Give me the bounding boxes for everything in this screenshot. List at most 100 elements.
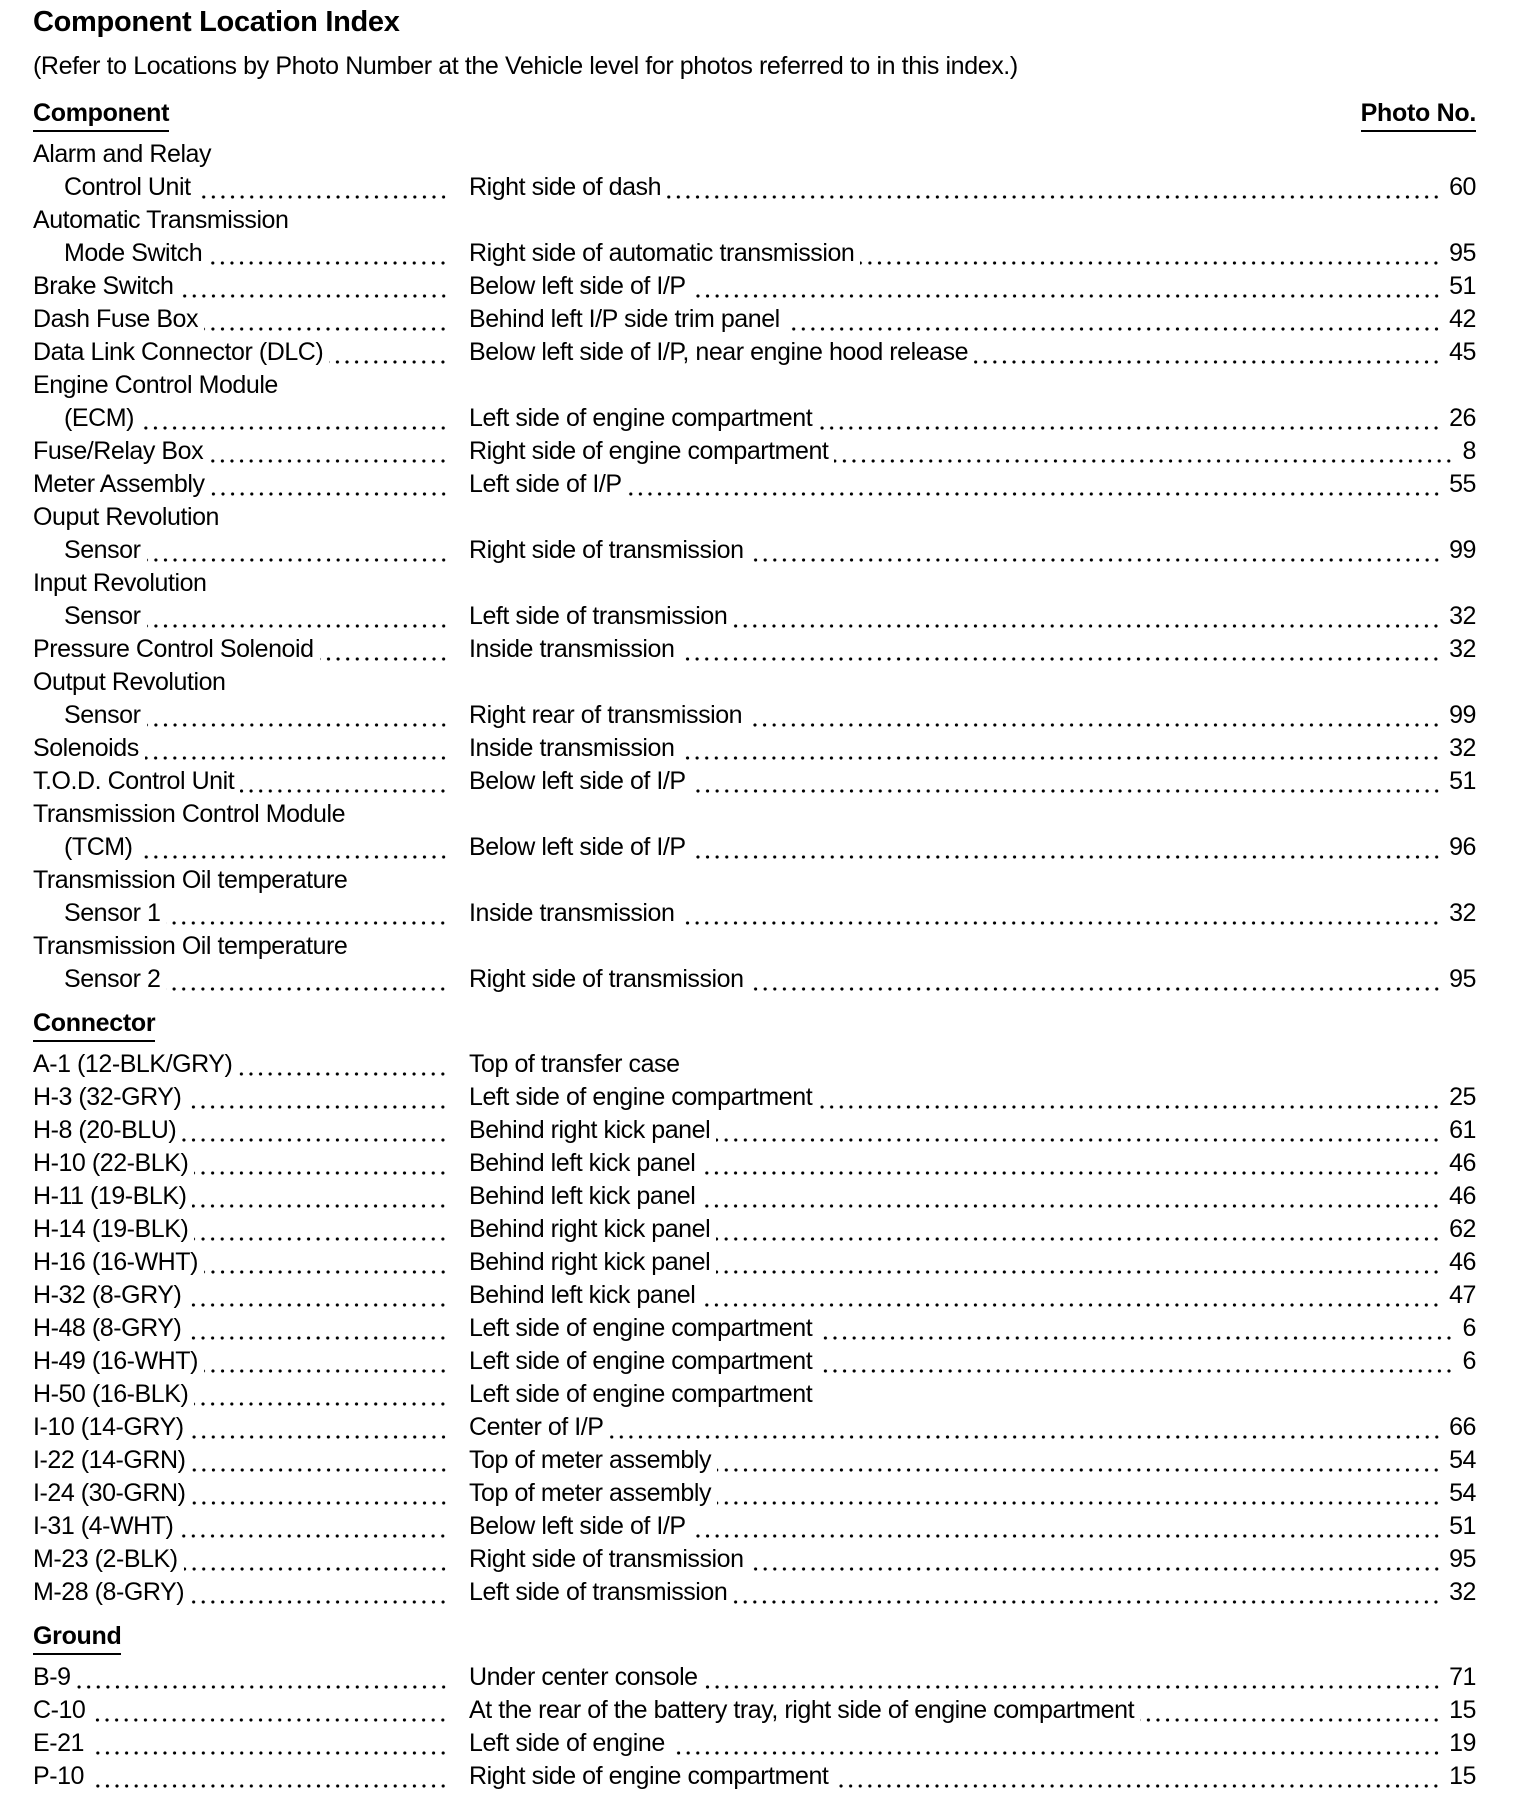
component-name: Pressure Control Solenoid <box>33 635 314 663</box>
location-text: Right side of transmission <box>469 536 744 564</box>
table-row: H-16 (16-WHT) Behind right kick panel 46 <box>33 1246 1476 1279</box>
dot-leader <box>190 1576 448 1609</box>
location-column: Below left side of I/P 51 <box>469 270 1476 303</box>
name-column: Dash Fuse Box <box>33 303 448 336</box>
component-name: E-21 <box>33 1729 85 1757</box>
location-text: Top of meter assembly <box>469 1479 712 1507</box>
photo-number: 46 <box>1449 1248 1476 1276</box>
name-column: Sensor 2 <box>33 963 448 996</box>
component-name: M-28 (8-GRY) <box>33 1578 185 1606</box>
name-column: I-31 (4-WHT) <box>33 1510 448 1543</box>
name-column: P-10 <box>33 1760 448 1793</box>
table-row: Sensor Right side of transmission 99 <box>33 534 1476 567</box>
photo-number: 46 <box>1449 1182 1476 1210</box>
dot-leader <box>749 1543 1442 1576</box>
component-name: Transmission Oil temperature <box>33 866 348 894</box>
component-name: H-49 (16-WHT) <box>33 1347 198 1375</box>
component-name: H-16 (16-WHT) <box>33 1248 198 1276</box>
photo-number: 26 <box>1449 404 1476 432</box>
name-column: Data Link Connector (DLC) <box>33 336 448 369</box>
location-column: Left side of transmission 32 <box>469 1576 1476 1609</box>
location-text: Left side of engine compartment <box>469 1314 813 1342</box>
name-column: H-32 (8-GRY) <box>33 1279 448 1312</box>
photo-number: 66 <box>1449 1413 1476 1441</box>
dot-leader <box>716 1213 1442 1246</box>
component-name: (ECM) <box>64 404 134 432</box>
name-column: Mode Switch <box>33 237 448 270</box>
name-column: Sensor 1 <box>33 897 448 930</box>
dot-leader <box>701 1180 1442 1213</box>
dot-leader <box>834 435 1454 468</box>
name-column: H-8 (20-BLU) <box>33 1114 448 1147</box>
dot-leader <box>196 171 448 204</box>
dot-leader <box>138 831 448 864</box>
dot-leader <box>785 303 1442 336</box>
photo-no-heading: Photo No. <box>1360 98 1476 132</box>
table-row: Sensor Right rear of transmission 99 <box>33 699 1476 732</box>
component-name: Engine Control Module <box>33 371 278 399</box>
dot-leader <box>139 402 448 435</box>
dot-leader <box>146 534 448 567</box>
dot-leader <box>91 1694 448 1727</box>
location-text: Behind left kick panel <box>469 1281 696 1309</box>
location-column: Below left side of I/P 51 <box>469 1510 1476 1543</box>
location-column: Behind left kick panel 46 <box>469 1147 1476 1180</box>
table-row: H-10 (22-BLK) Behind left kick panel 46 <box>33 1147 1476 1180</box>
component-name: Meter Assembly <box>33 470 205 498</box>
dot-leader <box>860 237 1442 270</box>
location-column: Top of meter assembly 54 <box>469 1477 1476 1510</box>
table-row: I-22 (14-GRN) Top of meter assembly 54 <box>33 1444 1476 1477</box>
location-column: Right side of engine compartment 15 <box>469 1760 1476 1793</box>
name-column: Sensor <box>33 600 448 633</box>
table-row: A-1 (12-BLK/GRY) Top of transfer case <box>33 1048 1476 1081</box>
location-column: Right side of engine compartment 8 <box>469 435 1476 468</box>
location-column: Under center console 71 <box>469 1661 1476 1694</box>
table-row: Control Unit Right side of dash 60 <box>33 171 1476 204</box>
name-column: M-23 (2-BLK) <box>33 1543 448 1576</box>
component-name: Sensor 2 <box>64 965 161 993</box>
table-row: E-21 Left side of engine 19 <box>33 1727 1476 1760</box>
location-text: Inside transmission <box>469 635 675 663</box>
table-row: H-14 (19-BLK) Behind right kick panel 62 <box>33 1213 1476 1246</box>
photo-number: 95 <box>1449 239 1476 267</box>
table-row: Sensor 2 Right side of transmission 95 <box>33 963 1476 996</box>
name-column: C-10 <box>33 1694 448 1727</box>
table-row: Dash Fuse Box Behind left I/P side trim p… <box>33 303 1476 336</box>
component-name: Sensor 1 <box>64 899 161 927</box>
page-subtitle: (Refer to Locations by Photo Number at t… <box>33 52 1018 80</box>
table-row: I-10 (14-GRY) Center of I/P 66 <box>33 1411 1476 1444</box>
photo-number: 51 <box>1449 1512 1476 1540</box>
dot-leader <box>238 1048 448 1081</box>
table-row: T.O.D. Control Unit Below left side of I/… <box>33 765 1476 798</box>
table-row: Meter Assembly Left side of I/P 55 <box>33 468 1476 501</box>
location-text: At the rear of the battery tray, right s… <box>469 1696 1135 1724</box>
dot-leader <box>240 765 448 798</box>
name-column: H-49 (16-WHT) <box>33 1345 448 1378</box>
location-text: Top of meter assembly <box>469 1446 712 1474</box>
location-column: Right side of transmission 95 <box>469 1543 1476 1576</box>
dot-leader <box>194 1378 448 1411</box>
table-row: H-50 (16-BLK) Left side of engine compart… <box>33 1378 1476 1411</box>
component-name: P-10 <box>33 1762 85 1790</box>
dot-leader <box>146 699 448 732</box>
name-column: Output Revolution <box>33 666 448 699</box>
name-column: Sensor <box>33 699 448 732</box>
dot-leader <box>194 1213 448 1246</box>
dot-leader <box>204 1246 448 1279</box>
dot-leader <box>90 1727 448 1760</box>
table-row: Pressure Control Solenoid Inside transmis… <box>33 633 1476 666</box>
component-name: Output Revolution <box>33 668 226 696</box>
table-row: M-28 (8-GRY) Left side of transmission 32 <box>33 1576 1476 1609</box>
location-column: Left side of engine compartment 25 <box>469 1081 1476 1114</box>
location-text: Right rear of transmission <box>469 701 743 729</box>
location-text: Left side of transmission <box>469 602 728 630</box>
location-text: Under center console <box>469 1663 698 1691</box>
component-name: Input Revolution <box>33 569 207 597</box>
photo-number: 60 <box>1449 173 1476 201</box>
component-name: Transmission Control Module <box>33 800 346 828</box>
photo-number: 61 <box>1449 1116 1476 1144</box>
dot-leader <box>703 1661 1442 1694</box>
location-text: Behind left I/P side trim panel <box>469 305 780 333</box>
dot-leader <box>146 600 448 633</box>
component-name: H-32 (8-GRY) <box>33 1281 182 1309</box>
